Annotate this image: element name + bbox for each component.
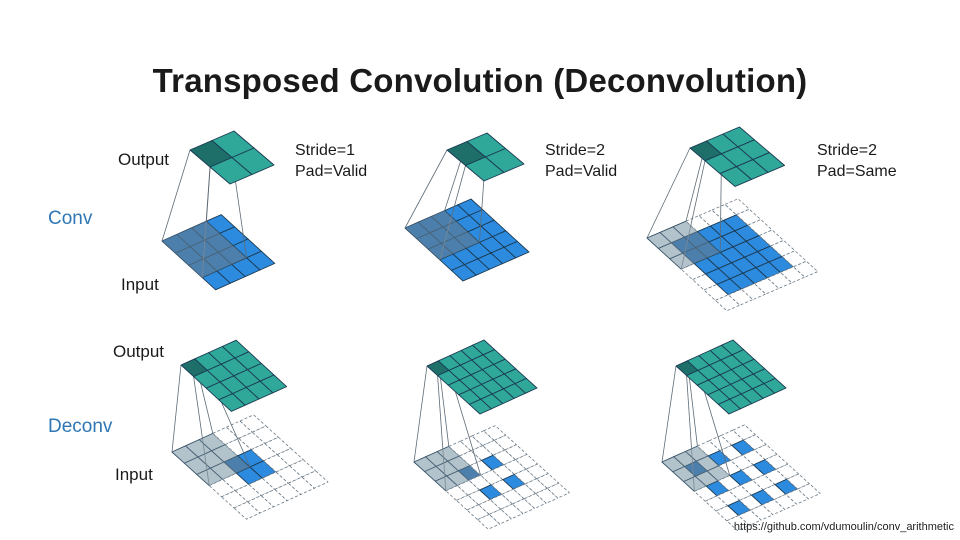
conv-input-label: Input xyxy=(121,275,159,294)
conv1-output-cell xyxy=(231,147,275,175)
conv3-input-cell xyxy=(724,198,750,216)
conv1-projection-line xyxy=(161,149,191,242)
conv1-input-cell xyxy=(246,250,276,271)
conv3-input-cell xyxy=(703,283,729,301)
conv3-input-cell xyxy=(698,209,724,227)
conv1-projection-line xyxy=(201,166,211,278)
deconv3-input-cell xyxy=(797,483,821,500)
deconv2-output-cell xyxy=(514,377,538,394)
conv2-input-cell xyxy=(503,240,530,259)
conv2-projection-line xyxy=(404,149,448,229)
conv3-input-cell xyxy=(770,239,796,257)
conv-row-label: Conv xyxy=(48,208,93,229)
column-2-stride: Stride=2 xyxy=(545,142,606,159)
deconv1-projection-line xyxy=(171,364,182,453)
deconv-output-label: Output xyxy=(113,342,165,361)
deconv3-output-cell xyxy=(763,377,787,394)
conv3-input-cell xyxy=(692,273,718,291)
source-link[interactable]: https://github.com/vdumoulin/conv_arithm… xyxy=(733,521,954,533)
conv3-input-cell xyxy=(767,271,793,289)
deconv2-projection-base xyxy=(414,446,481,491)
conv3-input-cell xyxy=(728,288,754,306)
deconv1-projection-base xyxy=(172,433,250,486)
conv3-input-cell xyxy=(680,263,706,281)
conv3-projection-line xyxy=(646,147,691,239)
conv1-projection-base xyxy=(162,221,247,278)
deconv-input-label: Input xyxy=(115,465,153,484)
deconv1-input-cell xyxy=(301,470,329,489)
conv3-input-cell xyxy=(754,277,780,295)
column-1-stride: Stride=1 xyxy=(295,142,356,159)
column-2-pad: Pad=Valid xyxy=(545,163,618,180)
deconv2-projection-line xyxy=(437,375,447,491)
conv3-input-cell xyxy=(758,229,784,247)
column-1-pad: Pad=Valid xyxy=(295,163,368,180)
conv3-input-cell xyxy=(715,294,741,312)
conv3-input-cell xyxy=(780,266,806,284)
conv3-output-cell xyxy=(752,152,785,173)
column-3-pad: Pad=Same xyxy=(817,163,897,180)
column-2-params: Stride=2 Pad=Valid xyxy=(545,140,617,182)
conv2-projection-base xyxy=(405,210,480,260)
conv3-input-cell xyxy=(747,219,773,237)
conv3-input-cell xyxy=(711,203,737,221)
deconv1-projection-line xyxy=(193,376,210,486)
column-3-stride: Stride=2 xyxy=(817,142,878,159)
column-1-params: Stride=1 Pad=Valid xyxy=(295,140,367,182)
deconv3-projection-line xyxy=(686,375,695,492)
deconv3-projection-line xyxy=(661,365,677,463)
conv3-input-cell xyxy=(741,283,767,301)
conv3-input-cell xyxy=(781,250,807,268)
conv2-output-cell xyxy=(485,148,525,173)
conv3-projection-base xyxy=(647,221,721,270)
deconv3-projection-base xyxy=(662,446,730,492)
conv3-input-cell xyxy=(736,208,762,226)
column-3-params: Stride=2 Pad=Same xyxy=(817,140,897,182)
conv-output-label: Output xyxy=(118,150,170,169)
conv3-input-cell xyxy=(793,260,819,278)
conv3-projection-line xyxy=(680,160,706,270)
deconv2-input-cell xyxy=(546,482,570,499)
deconv-row-label: Deconv xyxy=(48,416,113,437)
conv2-projection-line xyxy=(439,165,466,260)
page-title: Transposed Convolution (Deconvolution) xyxy=(152,62,808,99)
deconv1-output-cell xyxy=(259,374,288,394)
deconv2-projection-line xyxy=(413,365,428,463)
